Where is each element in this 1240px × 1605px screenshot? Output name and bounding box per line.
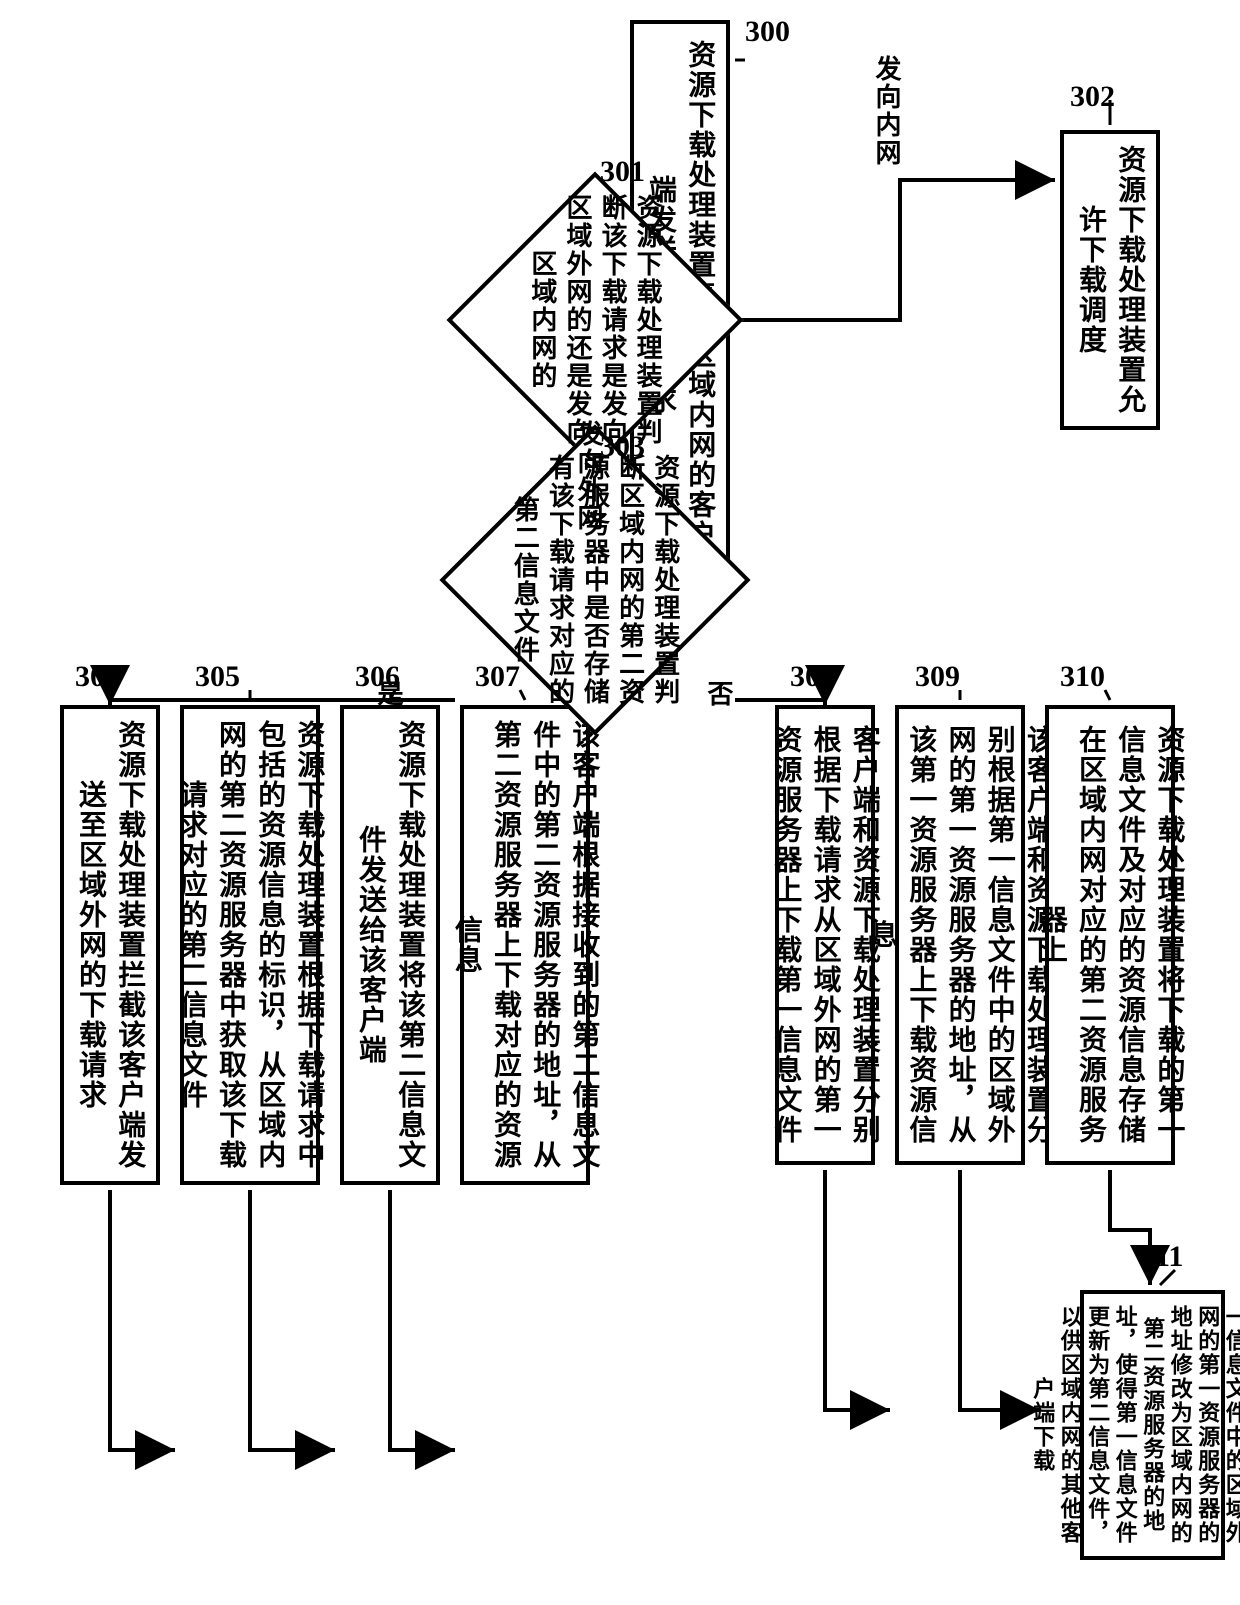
label-302: 302 — [1070, 80, 1115, 114]
node-310: 资源下载处理装置将下载的第一信息文件及对应的资源信息存储在区域内网对应的第二资源… — [1045, 705, 1175, 1165]
edge-label-internal: 发向内网 — [868, 55, 905, 167]
node-308: 客户端和资源下载处理装置分别根据下载请求从区域外网的第一资源服务器上下载第一信息… — [775, 705, 875, 1165]
node-306-text: 资源下载处理装置将该第二信息文件发送给该客户端 — [351, 719, 429, 1171]
label-311: 311 — [1140, 1240, 1183, 1274]
node-311: 资源下载处理装置将第一信息文件中的区域外网的第一资源服务器的地址修改为区域内网的… — [1080, 1290, 1225, 1560]
edge-label-yes: 是 — [370, 680, 407, 708]
edge-label-no: 否 — [700, 680, 737, 708]
node-305: 资源下载处理装置根据下载请求中包括的资源信息的标识，从区域内网的第二资源服务器中… — [180, 705, 320, 1185]
flowchart-canvas: 资源下载处理装置复制区域内网的客户端发送的下载请求 资源下载处理装置允许下载调度… — [0, 0, 1240, 1605]
node-304-text: 资源下载处理装置拦截该客户端发送至区域外网的下载请求 — [71, 719, 149, 1171]
label-309: 309 — [915, 660, 960, 694]
node-305-text: 资源下载处理装置根据下载请求中包括的资源信息的标识，从区域内网的第二资源服务器中… — [172, 719, 329, 1171]
label-307: 307 — [475, 660, 520, 694]
node-307: 该客户端根据接收到的第二信息文件中的第二资源服务器的地址，从第二资源服务器上下载… — [460, 705, 590, 1185]
node-311-text: 资源下载处理装置将第一信息文件中的区域外网的第一资源服务器的地址修改为区域内网的… — [1029, 1304, 1240, 1546]
node-304: 资源下载处理装置拦截该客户端发送至区域外网的下载请求 — [60, 705, 160, 1185]
node-306: 资源下载处理装置将该第二信息文件发送给该客户端 — [340, 705, 440, 1185]
node-310-text: 资源下载处理装置将下载的第一信息文件及对应的资源信息存储在区域内网对应的第二资源… — [1032, 719, 1189, 1151]
node-307-text: 该客户端根据接收到的第二信息文件中的第二资源服务器的地址，从第二资源服务器上下载… — [447, 719, 604, 1171]
edge-label-external: 发向外网 — [570, 420, 607, 532]
label-305: 305 — [195, 660, 240, 694]
label-300: 300 — [745, 15, 790, 49]
node-309: 该客户端和资源下载处理装置分别根据第一信息文件中的区域外网的第一资源服务器的地址… — [895, 705, 1025, 1165]
label-310: 310 — [1060, 660, 1105, 694]
label-304: 304 — [75, 660, 120, 694]
node-309-text: 该客户端和资源下载处理装置分别根据第一信息文件中的区域外网的第一资源服务器的地址… — [862, 719, 1058, 1151]
node-302: 资源下载处理装置允许下载调度 — [1060, 130, 1160, 430]
node-302-text: 资源下载处理装置允许下载调度 — [1071, 144, 1149, 416]
label-301: 301 — [600, 155, 645, 189]
label-308: 308 — [790, 660, 835, 694]
